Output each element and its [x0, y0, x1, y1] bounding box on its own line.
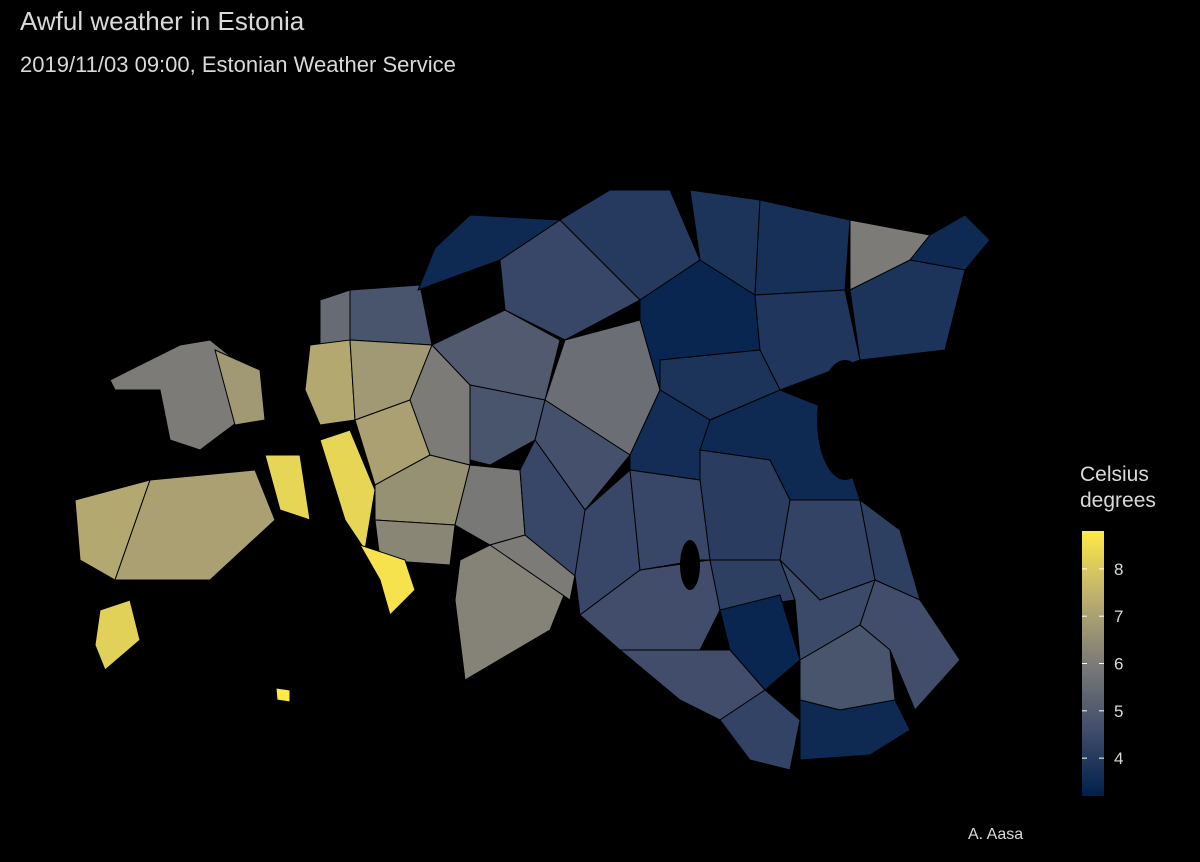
region: [849, 259, 966, 361]
legend-tick-label: 5: [1114, 702, 1123, 721]
region: [349, 284, 433, 346]
region: [799, 699, 911, 761]
region: [431, 309, 561, 401]
lake-peipus: [817, 360, 873, 480]
lake-vortsjarv: [680, 540, 700, 590]
legend-title: Celsius degrees: [1080, 463, 1156, 512]
colorbar: [1082, 531, 1104, 796]
region: [909, 214, 991, 271]
region: [304, 339, 356, 426]
region: [114, 469, 276, 581]
region: [275, 687, 291, 703]
title: Awful weather in Estonia: [20, 6, 305, 36]
legend-tick-label: 6: [1114, 655, 1123, 674]
region: [109, 339, 241, 451]
subtitle: 2019/11/03 09:00, Estonian Weather Servi…: [20, 52, 456, 77]
region: [719, 689, 801, 771]
region: [417, 214, 562, 291]
legend-tick-label: 8: [1114, 560, 1123, 579]
region: [319, 429, 376, 552]
region: [374, 519, 456, 566]
region: [214, 349, 266, 426]
region: [469, 384, 546, 466]
region: [358, 544, 416, 616]
legend-tick-label: 4: [1114, 749, 1123, 768]
caption: A. Aasa: [968, 826, 1024, 843]
legend-tick-label: 7: [1114, 607, 1123, 626]
region: [754, 289, 861, 391]
region: [559, 189, 701, 301]
region: [264, 454, 311, 521]
region: [719, 594, 801, 691]
region: [94, 599, 141, 671]
region: [754, 199, 851, 296]
